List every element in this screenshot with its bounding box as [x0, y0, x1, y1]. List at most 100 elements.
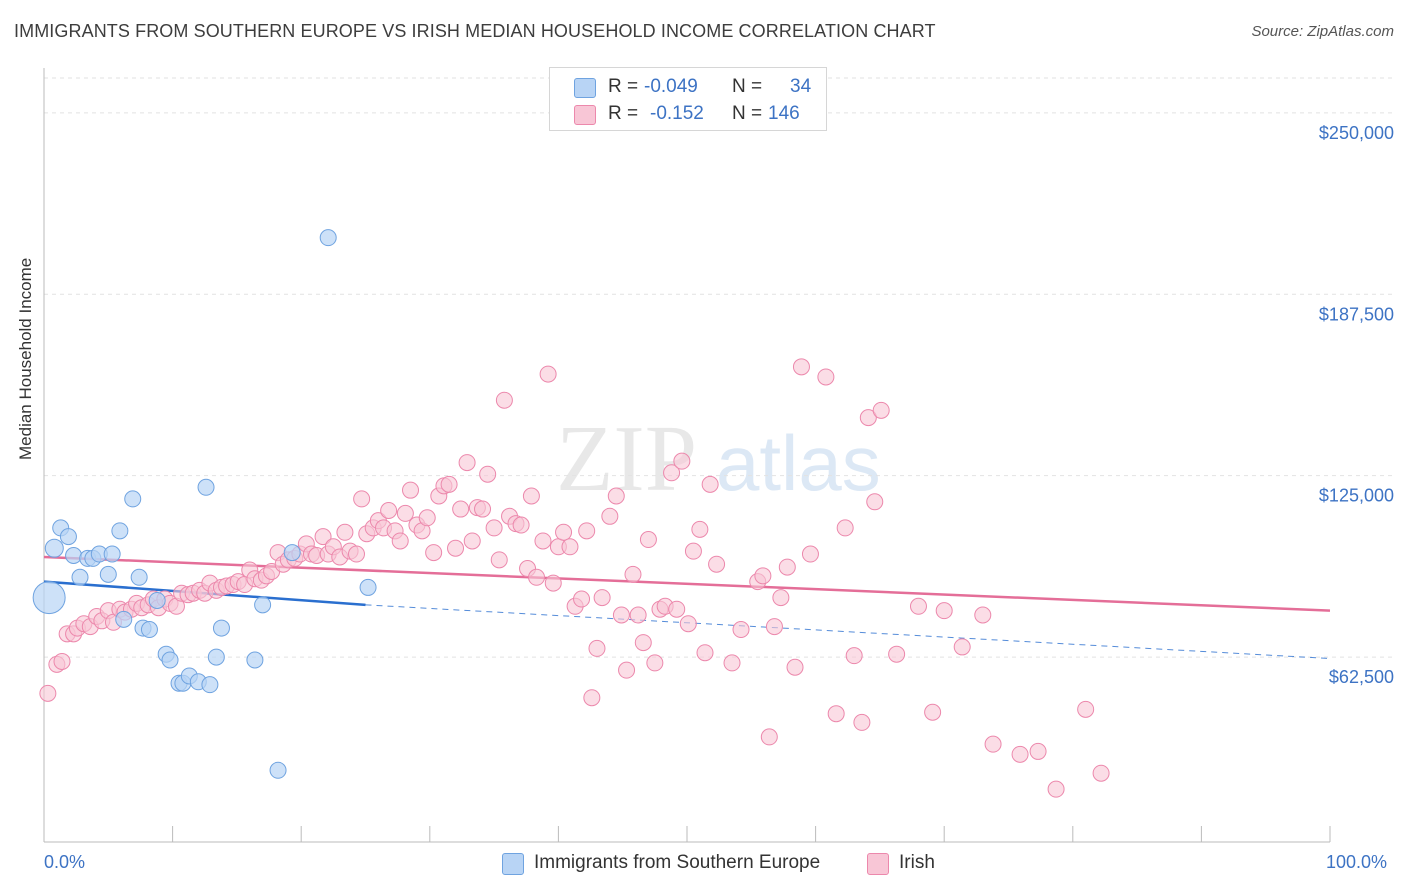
irish-point — [701, 475, 719, 493]
irish-point — [765, 618, 783, 636]
irish-point — [512, 516, 530, 534]
legend-r-label: R = — [608, 76, 639, 97]
southern-europe-point — [44, 538, 64, 558]
irish-point — [495, 391, 513, 409]
irish-point — [679, 615, 697, 633]
irish-point — [53, 652, 71, 670]
irish-point — [479, 465, 497, 483]
irish-point — [534, 532, 552, 550]
irish-point — [786, 658, 804, 676]
southern-europe-point — [115, 610, 133, 628]
correlation-legend: R = -0.049 N = 34 R = -0.152 N = 146 — [549, 67, 827, 131]
irish-point — [452, 500, 470, 518]
southern-europe-trend-extension — [365, 604, 1331, 660]
y-tick-label: $187,500 — [1319, 304, 1394, 324]
legend-n-label: N = — [732, 103, 763, 124]
irish-point — [629, 606, 647, 624]
irish-point — [853, 713, 871, 731]
irish-point — [646, 654, 664, 672]
series-swatch-pink — [867, 853, 889, 875]
southern-europe-point — [59, 528, 77, 546]
irish-point — [440, 475, 458, 493]
irish-point — [485, 519, 503, 537]
y-tick-label: $250,000 — [1319, 123, 1394, 143]
irish-point — [607, 487, 625, 505]
southern-europe-point — [99, 565, 117, 583]
source-label: Source: ZipAtlas.com — [1251, 23, 1394, 40]
legend-r-label: R = — [608, 103, 639, 124]
irish-point — [612, 606, 630, 624]
irish-point — [555, 523, 573, 541]
irish-trend-line — [43, 555, 1331, 612]
irish-point — [817, 368, 835, 386]
irish-point — [772, 589, 790, 607]
irish-point — [561, 538, 579, 556]
irish-point — [1077, 700, 1095, 718]
irish-point — [754, 567, 772, 585]
legend-n-label: N = — [732, 76, 763, 97]
irish-point — [402, 481, 420, 499]
chart-title: IMMIGRANTS FROM SOUTHERN EUROPE VS IRISH… — [14, 21, 936, 41]
y-tick-label: $62,500 — [1329, 667, 1394, 687]
irish-point — [634, 634, 652, 652]
irish-point — [1011, 745, 1029, 763]
series-name: Immigrants from Southern Europe — [534, 852, 821, 873]
irish-point — [691, 520, 709, 538]
irish-point — [539, 365, 557, 383]
irish-point — [668, 600, 686, 618]
irish-point — [425, 544, 443, 562]
irish-point — [836, 519, 854, 537]
irish-point — [347, 545, 365, 563]
irish-point — [528, 568, 546, 586]
axes — [43, 68, 1331, 843]
southern-europe-point — [212, 619, 230, 637]
irish-point — [859, 409, 877, 427]
irish-point — [418, 509, 436, 527]
y-tick-labels: $62,500 $125,000 $187,500 $250,000 — [1319, 123, 1394, 687]
irish-point — [639, 531, 657, 549]
irish-point — [474, 500, 492, 518]
southern-europe-point — [32, 581, 66, 615]
legend-swatch-pink — [574, 105, 596, 125]
series-legend: Immigrants from Southern Europe Irish — [0, 852, 1406, 878]
watermark-atlas: atlas — [716, 419, 881, 507]
irish-point — [1029, 742, 1047, 760]
southern-europe-point — [359, 578, 377, 596]
irish-point — [588, 639, 606, 657]
watermark-zip: ZIP — [556, 407, 697, 511]
irish-point — [336, 523, 354, 541]
irish-point — [1092, 764, 1110, 782]
irish-point — [866, 493, 884, 511]
irish-point — [792, 358, 810, 376]
legend-n-value: 34 — [790, 76, 812, 97]
irish-point — [778, 558, 796, 576]
irish-point — [593, 589, 611, 607]
irish-point — [618, 661, 636, 679]
southern-europe-point — [269, 761, 287, 779]
irish-point — [1047, 780, 1065, 798]
y-tick-label: $125,000 — [1319, 486, 1394, 506]
irish-point — [924, 703, 942, 721]
scatter-points — [32, 229, 1110, 798]
irish-point — [490, 551, 508, 569]
southern-europe-point — [207, 648, 225, 666]
southern-europe-point — [201, 676, 219, 694]
irish-point — [827, 705, 845, 723]
irish-point — [39, 684, 57, 702]
irish-point — [845, 647, 863, 665]
irish-point — [953, 638, 971, 656]
series-name: Irish — [899, 852, 935, 873]
southern-europe-point — [246, 651, 264, 669]
irish-point — [696, 644, 714, 662]
southern-europe-point — [148, 591, 166, 609]
irish-point — [522, 487, 540, 505]
irish-point — [353, 490, 371, 508]
southern-europe-point — [283, 544, 301, 562]
southern-europe-point — [130, 568, 148, 586]
irish-point — [872, 401, 890, 419]
irish-point — [760, 728, 778, 746]
irish-point — [380, 502, 398, 520]
irish-point — [673, 452, 691, 470]
irish-point — [544, 574, 562, 592]
irish-point — [984, 735, 1002, 753]
